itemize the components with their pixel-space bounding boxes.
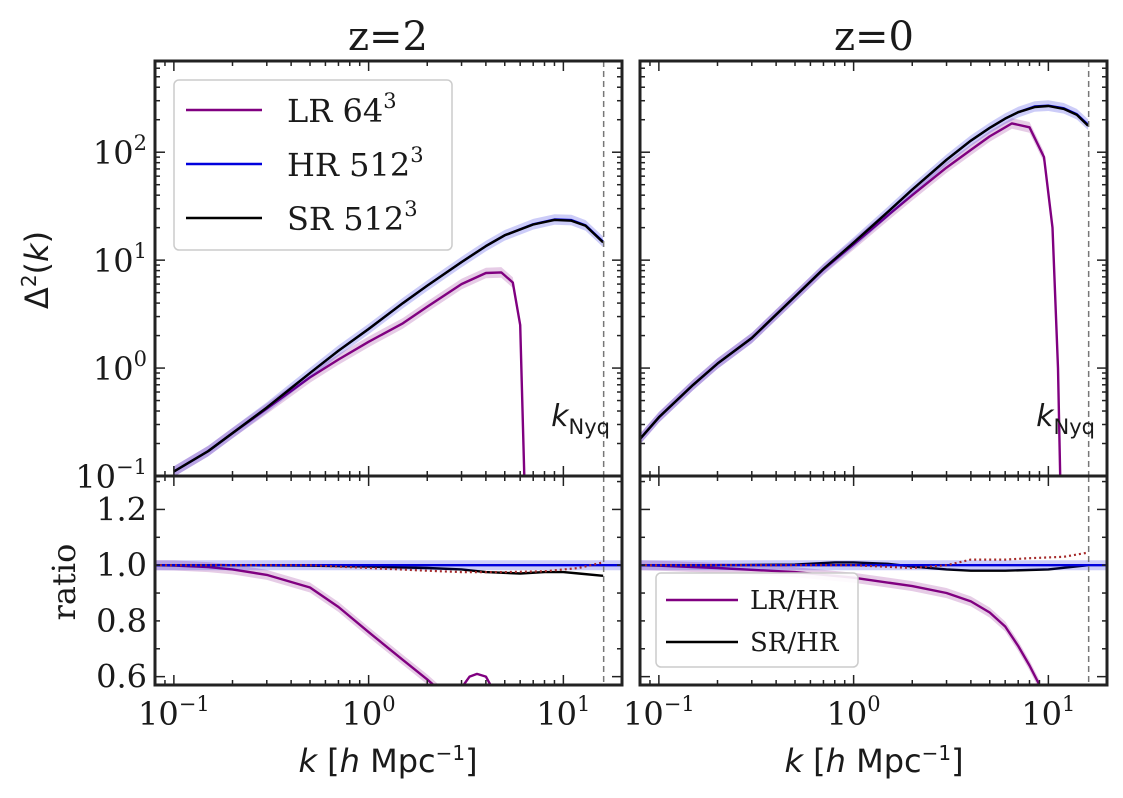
y-tick-label: 0.8 [96,602,147,640]
panel-top-left: 10−1 100 101 102 kNyq LR 643 HR 5123 SR 5123 [75,59,624,496]
series-line-2 [640,104,1089,440]
nyquist-label: kNyq [551,399,610,439]
y-tick-label: 10−1 [75,455,147,496]
legend-frame [173,79,453,251]
series-band-1 [640,100,1089,445]
series-line-1 [640,104,1089,440]
x-tick-label: 100 [827,692,881,733]
plot-area-bottom-left [155,560,622,685]
x-tick-label: 10−1 [138,692,210,733]
series-line-1 [462,672,492,685]
panel-bottom-left: 0.6 0.8 1.0 1.2 10−1 100 101 [96,474,624,733]
x-tick-label: 101 [536,692,590,733]
title-z0: z=0 [834,14,914,60]
x-tick-label: 101 [1021,692,1075,733]
legend-bottom: LR/HR SR/HR [655,572,859,668]
xlabel-left: k [h Mpc−1] [298,741,477,780]
panel-top-right: kNyq [638,59,1109,478]
series-band-0 [155,560,440,685]
y-tick-label: 1.0 [96,546,147,584]
plot-area-top-right [640,100,1089,476]
xlabel-right: k [h Mpc−1] [784,741,963,780]
legend-label: HR 5123 [287,143,424,184]
y-tick-label: 0.6 [96,658,147,696]
series-band-0 [640,118,1061,476]
legend-label: SR/HR [750,628,840,658]
title-z2: z=2 [348,14,428,60]
plot-area-top-left [173,214,604,476]
legend-label: LR/HR [750,586,839,616]
y-tick-label: 101 [93,239,147,280]
axes-frame [638,474,1109,687]
nyquist-label: kNyq [1036,399,1095,439]
series-line-2 [173,218,604,473]
ylabel-ratio: ratio [45,544,83,621]
legend-label: SR 5123 [287,197,418,238]
plot-area-bottom-right [640,551,1107,685]
y-tick-label: 1.2 [96,490,147,528]
legend-top: LR 643 HR 5123 SR 5123 [173,79,453,251]
series-band-1 [173,214,604,476]
series-line-0 [155,564,436,685]
x-tick-label: 100 [342,692,396,733]
series-line-0 [640,564,1041,685]
series-line-4 [155,561,604,574]
y-tick-label: 100 [93,347,147,388]
legend-label: LR 643 [287,89,397,130]
x-tick-label: 10−1 [623,692,695,733]
series-line-0 [173,271,526,476]
legend-frame [655,572,859,668]
series-band-0 [173,267,525,476]
axes-frame [153,474,624,687]
y-tick-label: 102 [93,131,147,172]
series-line-0 [640,122,1062,476]
ylabel-power: Δ2(k) [17,231,56,309]
panel-bottom-right: 10−1 100 101 LR/HR SR/HR [623,474,1109,733]
